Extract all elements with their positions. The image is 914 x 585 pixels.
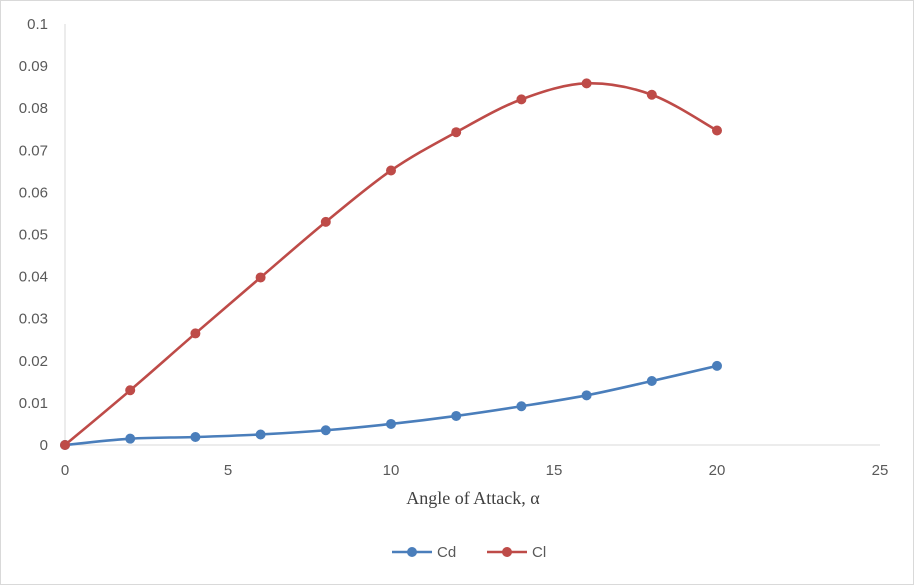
x-tick-label: 0: [61, 462, 69, 479]
y-tick-label: 0.01: [19, 395, 48, 412]
x-tick-label: 15: [546, 462, 563, 479]
x-tick-label: 5: [224, 462, 232, 479]
legend-label: Cl: [532, 544, 546, 561]
series-line-cd: [64, 364, 718, 447]
legend: Cd Cl: [392, 544, 546, 561]
series-cd: [60, 360, 722, 450]
legend-swatch-marker: [502, 547, 512, 557]
data-point-cd: [646, 376, 657, 387]
series-line-cl: [64, 81, 718, 446]
data-point-cl: [125, 385, 136, 396]
x-axis-title: Angle of Attack, α: [406, 488, 540, 508]
data-point-cl: [646, 89, 657, 100]
data-point-cl: [516, 94, 527, 105]
data-point-cd: [451, 410, 462, 421]
data-point-cd: [320, 425, 331, 436]
data-point-cl: [190, 328, 201, 339]
y-tick-label: 0: [40, 437, 48, 454]
data-point-cd: [255, 429, 266, 440]
data-point-cd: [190, 432, 201, 443]
data-point-cd: [581, 390, 592, 401]
x-tick-label: 25: [872, 462, 889, 479]
y-tick-label: 0.09: [19, 58, 48, 75]
data-point-cd: [516, 401, 527, 412]
series-cl: [60, 78, 722, 450]
y-tick-label: 0.06: [19, 184, 48, 201]
x-tick-labels: 0 5 10 15 20 25: [61, 462, 889, 479]
data-point-cl: [712, 125, 722, 136]
y-tick-label: 0.05: [19, 227, 48, 244]
x-tick-label: 20: [709, 462, 726, 479]
legend-swatch-marker: [407, 547, 417, 557]
y-tick-label: 0.08: [19, 100, 48, 117]
data-point-cd: [712, 360, 722, 371]
data-point-cl: [320, 216, 331, 227]
data-point-cd: [125, 433, 136, 444]
y-tick-labels: 0 0.01 0.02 0.03 0.04 0.05 0.06 0.07 0.08 0.09 0.1: [19, 16, 48, 454]
y-tick-label: 0.03: [19, 311, 48, 328]
data-point-cd: [386, 418, 396, 429]
data-point-cl: [581, 78, 592, 89]
data-point-cl: [386, 165, 396, 176]
series-layer: [60, 78, 722, 450]
y-tick-label: 0.02: [19, 353, 48, 370]
x-tick-label: 10: [383, 462, 400, 479]
data-point-cl: [255, 272, 266, 283]
data-point-cl: [60, 440, 70, 450]
data-point-cl: [451, 127, 462, 138]
legend-label: Cd: [437, 544, 456, 561]
legend-entry-cl: Cl: [487, 544, 546, 561]
axes: [64, 24, 880, 446]
legend-entry-cd: Cd: [392, 544, 456, 561]
y-tick-label: 0.07: [19, 142, 48, 159]
y-tick-label: 0.1: [27, 16, 48, 33]
y-tick-label: 0.04: [19, 269, 48, 286]
